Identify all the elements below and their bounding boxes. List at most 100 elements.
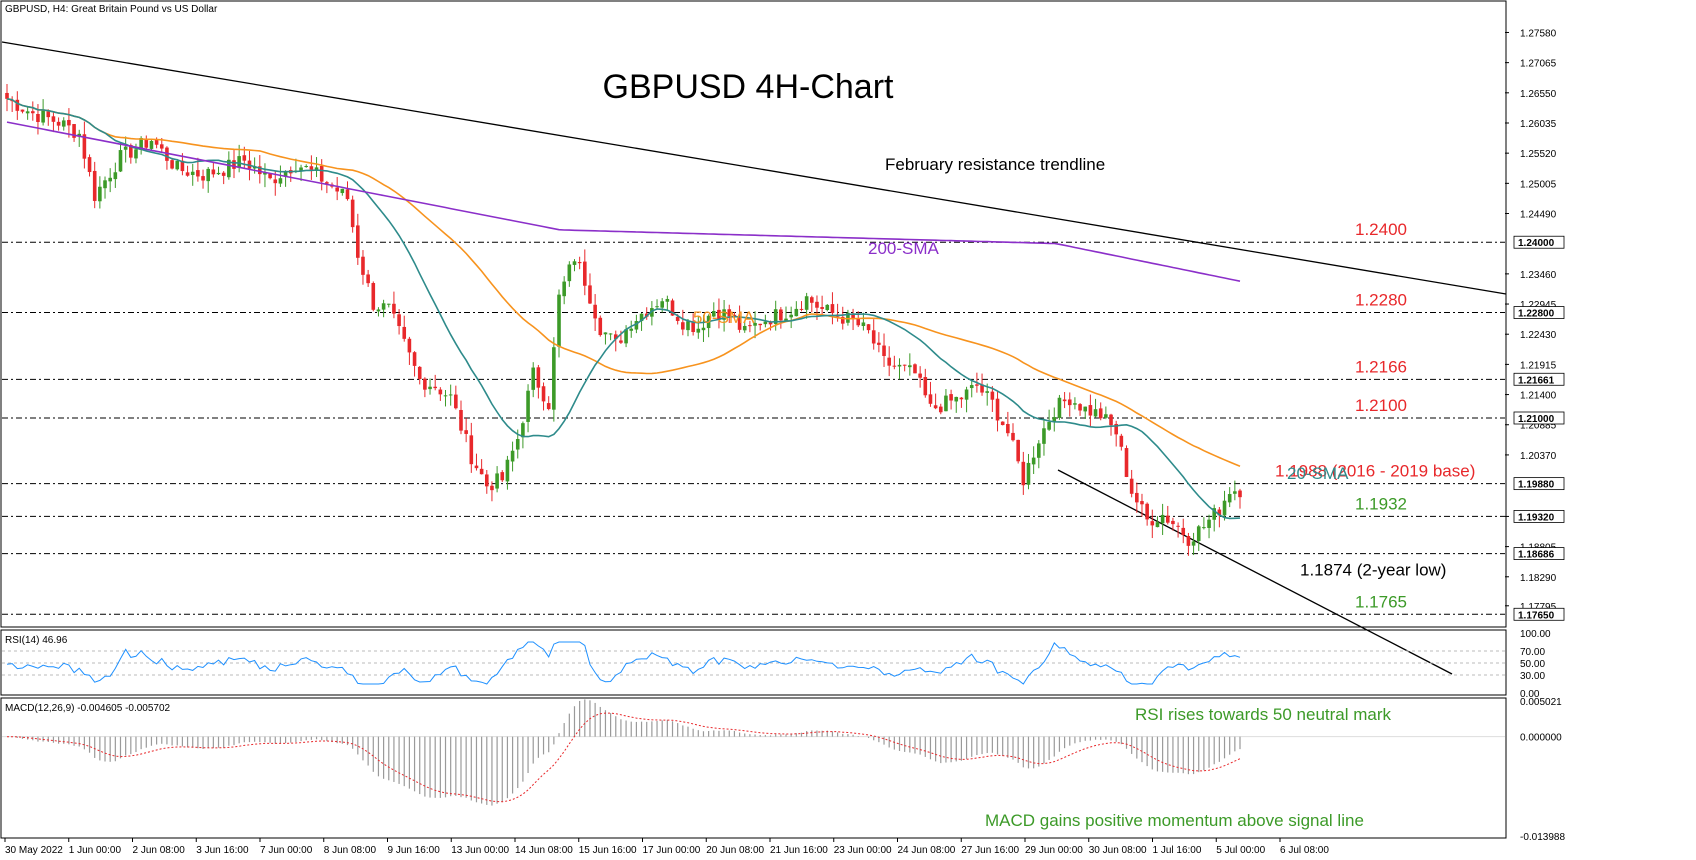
candle-body [36, 113, 40, 122]
candle-body [92, 170, 97, 201]
candle-body [1047, 422, 1051, 430]
time-tick-label: 7 Jun 00:00 [260, 845, 313, 856]
trendlines-layer [1, 41, 1507, 675]
candle-body [1155, 522, 1160, 528]
macd-tick-label: 0.000000 [1520, 733, 1562, 744]
level-price-label: 1.19880 [1518, 480, 1555, 491]
candle-body [541, 386, 546, 402]
candle-body [526, 390, 530, 422]
candle-body [1238, 490, 1242, 498]
candle-body [98, 186, 102, 202]
candle-body [1150, 521, 1155, 526]
candle-body [675, 316, 680, 321]
time-tick-label: 30 May 2022 [5, 845, 63, 856]
candle-body [1088, 405, 1093, 416]
candle-body [428, 386, 432, 390]
candle-body [1176, 525, 1180, 527]
candle-body [588, 285, 592, 304]
time-tick-label: 21 Jun 16:00 [770, 845, 828, 856]
time-tick-label: 29 Jun 00:00 [1025, 845, 1083, 856]
level-label: 1.2166 [1355, 357, 1407, 376]
candle-body [1145, 503, 1149, 520]
candle-body [923, 377, 928, 396]
candle-body [521, 423, 525, 438]
candle-body [938, 406, 943, 413]
rsi-label: RSI(14) 46.96 [5, 635, 68, 646]
candle-body [1202, 527, 1206, 529]
candle-body [722, 309, 726, 320]
time-tick-label: 24 Jun 08:00 [898, 845, 956, 856]
candle-body [1227, 494, 1232, 503]
price-tick-label: 1.25005 [1520, 179, 1557, 190]
candle-body [861, 322, 866, 327]
candle-body [794, 308, 799, 317]
candle-body [639, 313, 644, 322]
candle-body [1098, 408, 1103, 419]
price-tick-label: 1.25520 [1520, 149, 1557, 160]
candle-body [1000, 421, 1005, 426]
candle-body [165, 147, 169, 161]
candle-body [340, 188, 345, 194]
candle-body [505, 459, 510, 482]
price-tick-label: 1.26035 [1520, 119, 1557, 130]
level-price-box [1513, 607, 1565, 621]
candle-body [1057, 397, 1062, 418]
candle-body [412, 352, 417, 366]
candle-body [103, 180, 107, 189]
price-tick-label: 1.22430 [1520, 330, 1557, 341]
time-tick-label: 13 Jun 00:00 [451, 845, 509, 856]
candle-body [1140, 501, 1144, 505]
candle-body [748, 325, 752, 327]
candle-body [314, 167, 319, 171]
candle-body [665, 298, 670, 302]
candle-body [41, 110, 45, 123]
candle-body [1196, 526, 1201, 542]
candle-body [577, 262, 582, 264]
price-tick-label: 1.18290 [1520, 573, 1557, 584]
candle-body [134, 149, 138, 159]
candle-body [221, 172, 226, 176]
candle-body [908, 365, 912, 368]
candle-body [20, 109, 25, 112]
candle-body [443, 395, 448, 397]
candle-body [701, 327, 706, 331]
candle-body [170, 160, 174, 169]
candle-body [990, 391, 995, 400]
candle-body [928, 394, 933, 404]
price-tick-label: 1.17795 [1520, 602, 1557, 613]
candle-body [1233, 491, 1237, 494]
level-price-label: 1.21661 [1518, 375, 1555, 386]
candle-body [397, 314, 401, 327]
level-price-box [1513, 372, 1565, 386]
candle-body [949, 394, 953, 401]
candle-body [82, 134, 87, 159]
level-label: 1.1988 (2016 - 2019 base) [1275, 462, 1475, 481]
candle-body [1104, 414, 1108, 418]
candle-body [227, 159, 231, 178]
candle-body [464, 430, 468, 434]
candle-body [634, 321, 639, 330]
time-tick-label: 9 Jun 16:00 [388, 845, 441, 856]
sma200-line [6, 121, 1241, 282]
candle-body [438, 389, 443, 395]
candle-body [1006, 423, 1010, 434]
candle-body [118, 150, 123, 172]
candle-body [810, 297, 814, 303]
candle-body [871, 330, 876, 344]
macd-note: MACD gains positive momentum above signa… [985, 811, 1364, 830]
candle-body [1078, 404, 1082, 411]
candle-body [350, 199, 355, 228]
candle-body [913, 364, 917, 374]
price-panel [0, 0, 1507, 628]
candle-body [552, 347, 556, 410]
sma200-label: 200-SMA [868, 239, 940, 258]
candle-body [1191, 541, 1196, 546]
macd-layer: 0.005021 0.000000 -0.013988 [2, 697, 1565, 843]
candle-body [232, 160, 236, 169]
candle-body [371, 283, 376, 310]
candle-body [1026, 462, 1031, 485]
candle-body [5, 92, 9, 99]
candle-body [257, 166, 262, 175]
level-label: 1.1932 [1355, 494, 1407, 513]
candle-body [129, 144, 133, 158]
